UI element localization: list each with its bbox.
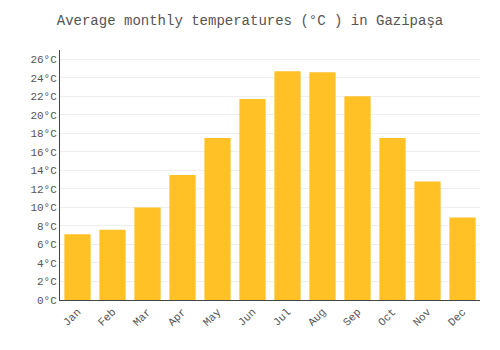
svg-text:22°C: 22°C bbox=[30, 91, 57, 103]
svg-text:Sep: Sep bbox=[341, 306, 363, 328]
svg-text:10°C: 10°C bbox=[30, 202, 57, 214]
svg-text:14°C: 14°C bbox=[30, 165, 57, 177]
svg-text:Jun: Jun bbox=[236, 306, 258, 328]
svg-text:Aug: Aug bbox=[306, 306, 328, 328]
svg-text:0°C: 0°C bbox=[37, 295, 57, 307]
svg-text:4°C: 4°C bbox=[37, 258, 57, 270]
svg-text:26°C: 26°C bbox=[30, 54, 57, 66]
svg-text:May: May bbox=[201, 306, 224, 329]
svg-text:Jan: Jan bbox=[61, 306, 83, 328]
svg-text:Feb: Feb bbox=[96, 306, 118, 328]
svg-text:8°C: 8°C bbox=[37, 221, 57, 233]
svg-text:Apr: Apr bbox=[166, 306, 188, 328]
svg-text:2°C: 2°C bbox=[37, 276, 57, 288]
svg-text:12°C: 12°C bbox=[30, 184, 57, 196]
svg-text:24°C: 24°C bbox=[30, 73, 57, 85]
svg-text:18°C: 18°C bbox=[30, 128, 57, 140]
svg-text:Dec: Dec bbox=[446, 306, 468, 328]
svg-text:Average monthly temperatures (: Average monthly temperatures (°C ) in Ga… bbox=[57, 13, 443, 29]
svg-text:6°C: 6°C bbox=[37, 239, 57, 251]
svg-text:Oct: Oct bbox=[376, 306, 398, 328]
svg-text:Mar: Mar bbox=[131, 306, 153, 328]
svg-text:16°C: 16°C bbox=[30, 147, 57, 159]
svg-text:Jul: Jul bbox=[271, 306, 293, 328]
svg-text:20°C: 20°C bbox=[30, 110, 57, 122]
svg-text:Nov: Nov bbox=[411, 306, 434, 329]
